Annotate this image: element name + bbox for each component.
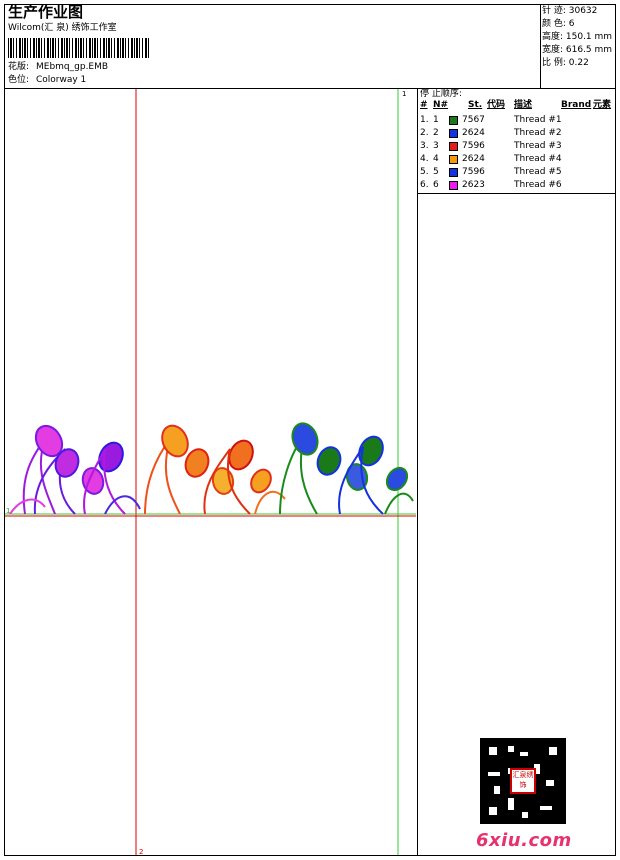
page-title: 生产作业图 (8, 3, 84, 21)
legend-row: 6. 6 2623 Thread #6 (419, 179, 615, 192)
barcode (8, 38, 150, 58)
row-code: 7596 (462, 167, 485, 177)
stat-scale: 比 例: 0.22 (542, 58, 589, 68)
stat-height: 高度: 150.1 mm (542, 32, 613, 42)
header-divider (4, 88, 616, 89)
thread-color-swatch (449, 181, 458, 190)
row-number: 6 (433, 180, 439, 190)
row-description: Thread #3 (514, 141, 562, 151)
row-index: 1. (420, 115, 429, 125)
legend-row: 3. 3 7596 Thread #3 (419, 140, 615, 153)
row-code: 2623 (462, 180, 485, 190)
col-desc: 描述 (514, 100, 533, 110)
seal-stamp: 汇泉绣饰 (510, 768, 536, 794)
colorway-label: 色位: (8, 75, 30, 85)
stat-width: 宽度: 616.5 mm (542, 45, 613, 55)
thread-color-swatch (449, 142, 458, 151)
col-brand: Brand (561, 100, 592, 110)
legend-divider (417, 88, 418, 856)
design-file: MEbmq_gp.EMB (36, 62, 109, 72)
design-canvas: 1 1 2 (5, 89, 416, 855)
col-code: 代码 (487, 100, 506, 110)
row-index: 2. (420, 128, 429, 138)
stop-sequence-label: 停 止顺序: (420, 89, 462, 99)
embroidery-group-green (279, 422, 414, 515)
row-number: 2 (433, 128, 439, 138)
watermark-brand: 6xiu.com (476, 830, 572, 851)
row-number: 4 (433, 154, 439, 164)
col-n: N# (433, 100, 449, 110)
row-description: Thread #2 (514, 128, 562, 138)
row-index: 3. (420, 141, 429, 151)
row-code: 7596 (462, 141, 485, 151)
embroidery-group-orange (144, 424, 286, 515)
col-index: # (420, 100, 428, 110)
row-description: Thread #6 (514, 180, 562, 190)
legend-row: 1. 1 7567 Thread #1 (419, 114, 615, 127)
thread-color-swatch (449, 168, 458, 177)
row-description: Thread #4 (514, 154, 562, 164)
row-index: 6. (420, 180, 429, 190)
row-description: Thread #5 (514, 167, 562, 177)
colorway-value: Colorway 1 (36, 75, 87, 85)
page-frame (4, 4, 616, 856)
row-index: 5. (420, 167, 429, 177)
col-element: 元素 (593, 100, 612, 110)
row-number: 1 (433, 115, 439, 125)
row-number: 5 (433, 167, 439, 177)
legend-row: 2. 2 2624 Thread #2 (419, 127, 615, 140)
mark-top: 1 (402, 90, 406, 98)
mark-left: 1 (6, 507, 10, 515)
embroidery-group-purple (9, 424, 141, 515)
legend-row: 4. 4 2624 Thread #4 (419, 153, 615, 166)
mark-bottom: 2 (139, 848, 143, 855)
legend-bottom-line (417, 193, 616, 194)
thread-color-swatch (449, 155, 458, 164)
studio-name: Wilcom(汇 泉) 绣饰工作室 (8, 23, 117, 33)
stat-colors: 颜 色: 6 (542, 19, 575, 29)
row-description: Thread #1 (514, 115, 562, 125)
row-code: 7567 (462, 115, 485, 125)
thread-color-swatch (449, 116, 458, 125)
design-label: 花版: (8, 62, 30, 72)
legend-row: 5. 5 7596 Thread #5 (419, 166, 615, 179)
row-number: 3 (433, 141, 439, 151)
row-index: 4. (420, 154, 429, 164)
stats-divider (540, 4, 541, 88)
col-st: St. (468, 100, 483, 110)
row-code: 2624 (462, 128, 485, 138)
stat-stitches: 针 迹: 30632 (542, 6, 598, 16)
thread-color-swatch (449, 129, 458, 138)
row-code: 2624 (462, 154, 485, 164)
